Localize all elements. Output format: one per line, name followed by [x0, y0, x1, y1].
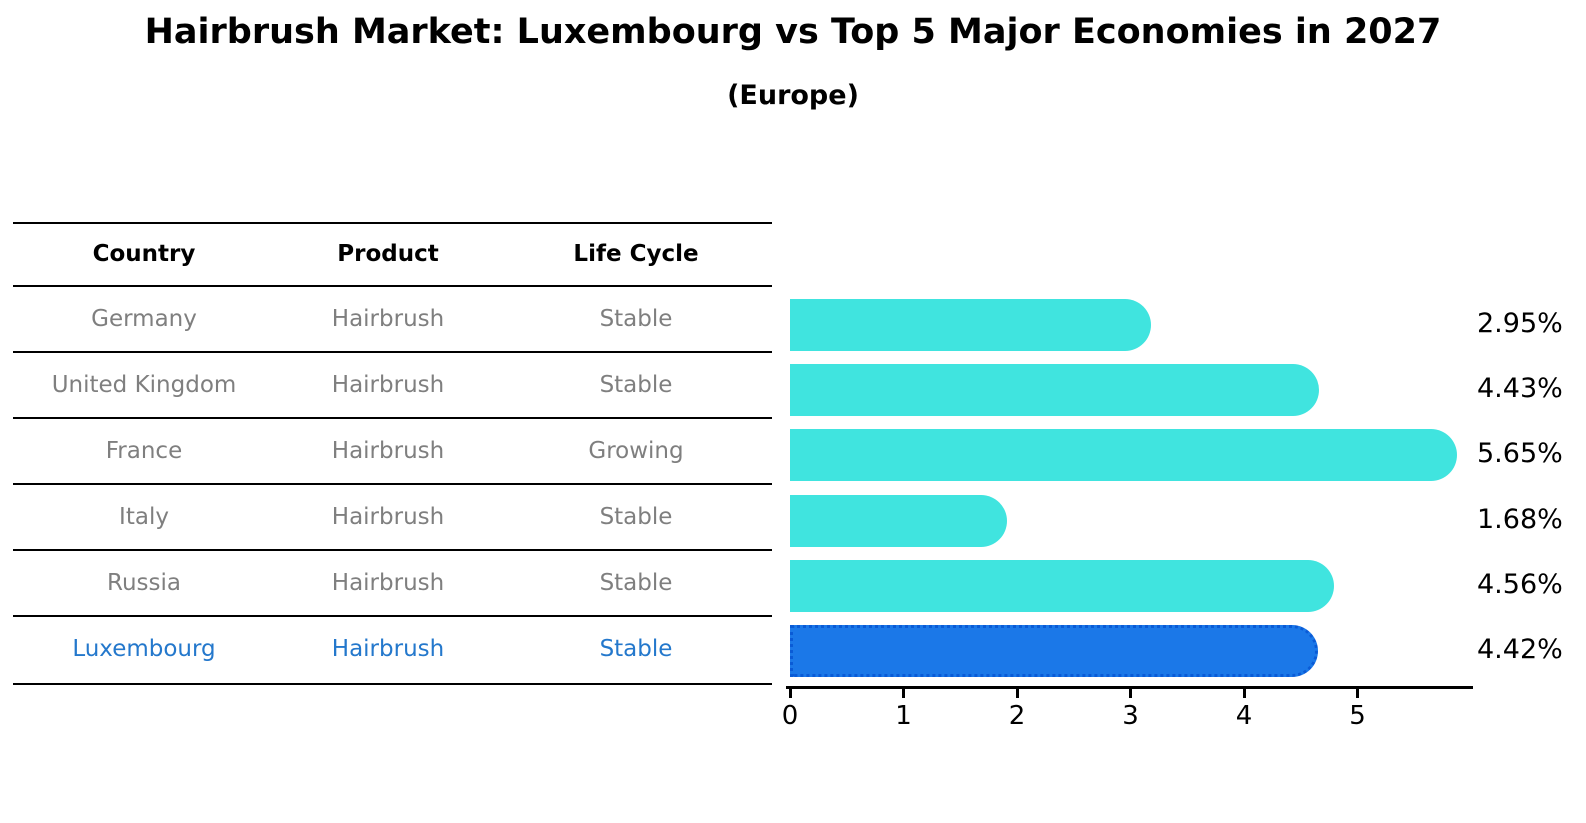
x-axis-tick	[1242, 689, 1246, 698]
cell-country: Germany	[91, 306, 197, 332]
value-label: 4.43%	[1477, 373, 1563, 405]
cell-product: Hairbrush	[331, 570, 445, 596]
value-label: 4.42%	[1477, 634, 1563, 665]
cell-product: Hairbrush	[331, 504, 445, 530]
value-label: 2.95%	[1477, 308, 1563, 339]
cell-product: Hairbrush	[331, 636, 445, 662]
bar-italy	[790, 494, 1007, 547]
x-axis-tick-label: 4	[1235, 701, 1253, 731]
bar-united-kingdom	[790, 364, 1319, 417]
bar-france	[790, 429, 1458, 482]
table-rule	[13, 683, 772, 685]
value-label: 1.68%	[1477, 503, 1563, 535]
cell-life-cycle: Stable	[599, 306, 673, 332]
cell-life-cycle: Growing	[588, 438, 684, 464]
table-rule	[13, 285, 772, 287]
cell-country: United Kingdom	[51, 372, 237, 398]
cell-life-cycle: Stable	[599, 372, 673, 398]
x-axis-line	[786, 686, 1473, 689]
chart-subtitle: (Europe)	[727, 80, 859, 111]
chart-title: Hairbrush Market: Luxembourg vs Top 5 Ma…	[144, 12, 1442, 52]
cell-product: Hairbrush	[331, 306, 445, 332]
cell-country: Italy	[119, 504, 169, 530]
bar-luxembourg	[790, 625, 1318, 677]
cell-product: Hairbrush	[331, 372, 445, 398]
cell-life-cycle: Stable	[599, 636, 673, 662]
x-axis-tick	[1129, 689, 1132, 698]
x-axis-tick-label: 3	[1122, 701, 1139, 731]
table-rule	[13, 417, 772, 419]
value-label: 5.65%	[1477, 438, 1563, 470]
value-label: 4.56%	[1477, 568, 1563, 600]
bar-russia	[790, 559, 1334, 612]
cell-country: Luxembourg	[72, 636, 216, 662]
bar-germany	[790, 299, 1151, 351]
table-rule	[13, 483, 772, 485]
x-axis-tick	[1015, 689, 1019, 698]
cell-country: Russia	[107, 570, 181, 596]
table-rule	[13, 351, 772, 353]
cell-life-cycle: Stable	[599, 570, 673, 596]
x-axis-tick-label: 0	[781, 701, 799, 731]
cell-life-cycle: Stable	[599, 504, 673, 530]
x-axis-tick	[788, 689, 792, 698]
table-rule	[13, 615, 772, 617]
cell-country: France	[105, 438, 183, 464]
x-axis-tick	[902, 689, 905, 698]
x-axis-tick	[1356, 689, 1359, 698]
column-header-product: Product	[337, 241, 439, 267]
x-axis-tick-label: 2	[1008, 701, 1026, 731]
cell-product: Hairbrush	[331, 438, 445, 464]
x-axis-tick-label: 5	[1349, 701, 1366, 731]
column-header-life-cycle: Life Cycle	[573, 241, 699, 267]
x-axis-tick-label: 1	[895, 701, 912, 731]
table-rule	[13, 549, 772, 551]
table-rule	[13, 222, 772, 224]
column-header-country: Country	[92, 241, 196, 267]
